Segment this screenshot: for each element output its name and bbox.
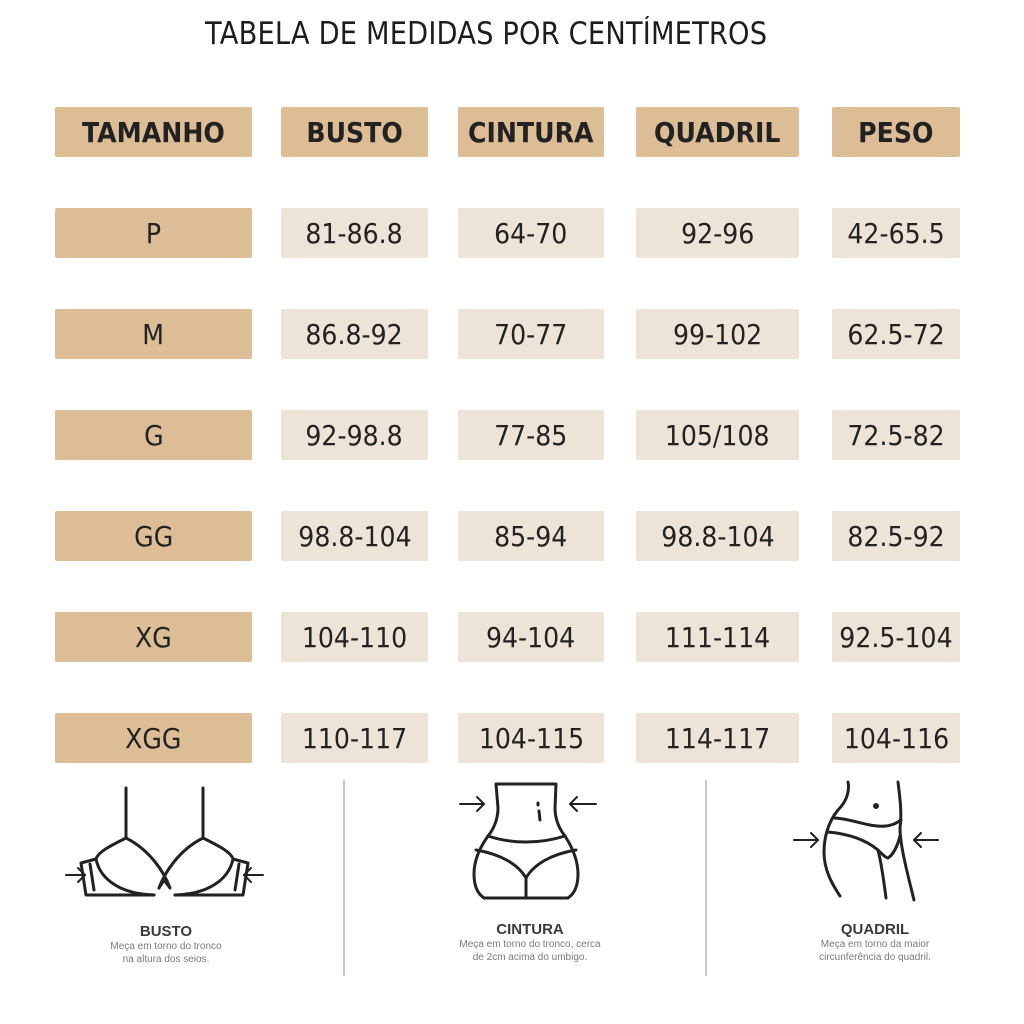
busto-cell: 81-86.8 <box>281 208 428 258</box>
guide-quadril: QUADRIL Meça em torno da maior circunfer… <box>770 778 980 964</box>
peso-cell: 42-65.5 <box>832 208 960 258</box>
peso-cell: 92.5-104 <box>832 612 960 662</box>
guide-desc-line: Meça em torno do tronco, cerca <box>459 939 601 950</box>
quadril-cell: 105/108 <box>636 410 799 460</box>
peso-cell: 72.5-82 <box>832 410 960 460</box>
quadril-cell: 99-102 <box>636 309 799 359</box>
peso-cell: 62.5-72 <box>832 309 960 359</box>
guide-title: CINTURA <box>496 921 564 938</box>
cintura-cell: 64-70 <box>458 208 604 258</box>
header-quadril: QUADRIL <box>636 107 799 157</box>
header-busto: BUSTO <box>281 107 428 157</box>
cell-value: 72.5-82 <box>847 418 945 452</box>
cell-value: 77-85 <box>494 418 568 452</box>
cell-value: 111-114 <box>664 620 771 654</box>
size-label: G <box>143 418 164 452</box>
peso-cell: 104-116 <box>832 713 960 763</box>
guide-cintura: CINTURA Meça em torno do tronco, cerca d… <box>420 778 640 964</box>
header-label: BUSTO <box>306 115 403 149</box>
header-label: PESO <box>858 115 934 149</box>
cell-value: 114-117 <box>664 721 771 755</box>
guide-desc-line: Meça em torno da maior <box>820 939 930 950</box>
cell-value: 110-117 <box>301 721 408 755</box>
guide-desc-line: na altura dos seios. <box>122 954 210 965</box>
quadril-cell: 92-96 <box>636 208 799 258</box>
size-cell: XGG <box>55 713 252 763</box>
guide-desc-line: de 2cm acima do umbigo. <box>472 952 588 963</box>
guide-busto: BUSTO Meça em torno do tronco na altura … <box>60 784 272 966</box>
cell-value: 94-104 <box>486 620 576 654</box>
size-cell: M <box>55 309 252 359</box>
cell-value: 99-102 <box>672 317 763 351</box>
divider <box>705 780 707 976</box>
cell-value: 85-94 <box>494 519 568 553</box>
cell-value: 104-110 <box>301 620 408 654</box>
size-cell: XG <box>55 612 252 662</box>
busto-cell: 110-117 <box>281 713 428 763</box>
divider <box>343 780 345 976</box>
cell-value: 81-86.8 <box>305 216 404 250</box>
cintura-cell: 94-104 <box>458 612 604 662</box>
guide-title: QUADRIL <box>840 921 910 938</box>
size-label: P <box>145 216 162 250</box>
header-peso: PESO <box>832 107 960 157</box>
header-label: QUADRIL <box>654 115 781 149</box>
size-cell: GG <box>55 511 252 561</box>
cell-value: 98.8-104 <box>297 519 412 553</box>
quadril-cell: 111-114 <box>636 612 799 662</box>
peso-cell: 82.5-92 <box>832 511 960 561</box>
busto-cell: 92-98.8 <box>281 410 428 460</box>
header-label: TAMANHO <box>82 115 225 149</box>
bra-icon <box>65 786 264 897</box>
guide-desc-line: Meça em torno do tronco <box>110 941 222 952</box>
size-label: GG <box>133 519 174 553</box>
header-tamanho: TAMANHO <box>55 107 252 157</box>
size-label: XGG <box>125 721 182 755</box>
header-cintura: CINTURA <box>458 107 604 157</box>
header-label: CINTURA <box>468 115 594 149</box>
busto-cell: 104-110 <box>281 612 428 662</box>
cell-value: 105/108 <box>665 418 770 452</box>
size-cell: P <box>55 208 252 258</box>
waist-icon <box>459 782 597 900</box>
quadril-cell: 98.8-104 <box>636 511 799 561</box>
size-label: M <box>142 317 165 351</box>
cell-value: 104-115 <box>478 721 584 755</box>
guide-desc-line: circunferência do quadril. <box>819 952 931 963</box>
cell-value: 62.5-72 <box>847 317 945 351</box>
cell-value: 104-116 <box>843 721 949 755</box>
guide-title: BUSTO <box>139 923 193 940</box>
cell-value: 92-98.8 <box>305 418 404 452</box>
cell-value: 98.8-104 <box>660 519 775 553</box>
cell-value: 42-65.5 <box>847 216 945 250</box>
busto-cell: 86.8-92 <box>281 309 428 359</box>
cell-value: 82.5-92 <box>847 519 945 553</box>
busto-cell: 98.8-104 <box>281 511 428 561</box>
cell-value: 92.5-104 <box>839 620 953 654</box>
size-label: XG <box>135 620 172 654</box>
size-cell: G <box>55 410 252 460</box>
cell-value: 70-77 <box>494 317 568 351</box>
cintura-cell: 77-85 <box>458 410 604 460</box>
cintura-cell: 85-94 <box>458 511 604 561</box>
cell-value: 64-70 <box>494 216 568 250</box>
cintura-cell: 104-115 <box>458 713 604 763</box>
quadril-cell: 114-117 <box>636 713 799 763</box>
page-title: TABELA DE MEDIDAS POR CENTÍMETROS <box>205 16 768 52</box>
hip-icon <box>793 780 939 902</box>
cell-value: 86.8-92 <box>305 317 404 351</box>
cell-value: 92-96 <box>680 216 755 250</box>
cintura-cell: 70-77 <box>458 309 604 359</box>
